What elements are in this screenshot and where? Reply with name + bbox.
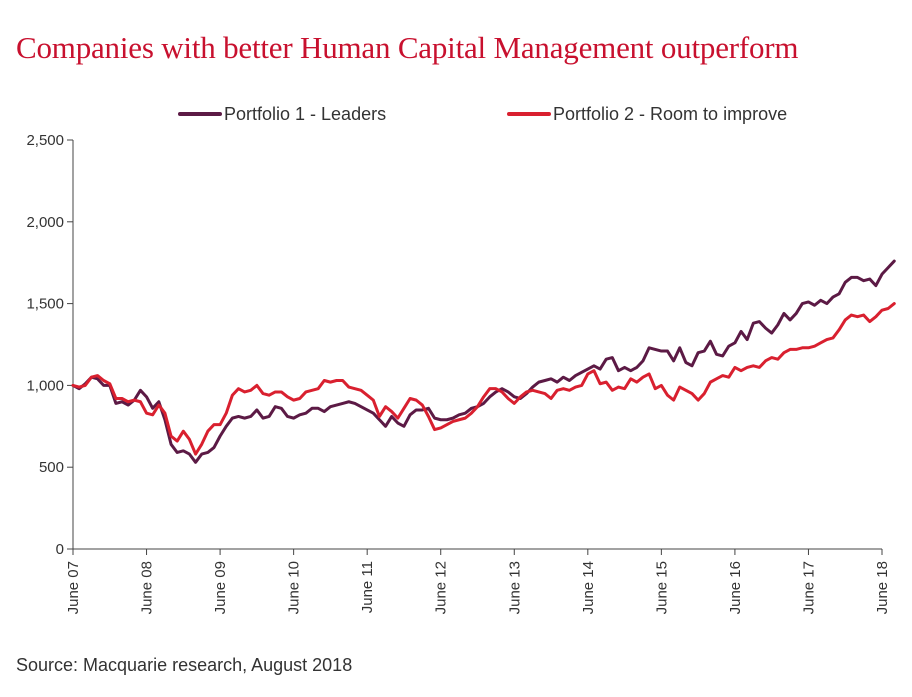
y-tick-label: 2,500: [26, 132, 64, 149]
legend: Portfolio 1 - Leaders Portfolio 2 - Room …: [178, 104, 787, 124]
x-axis: June 07 June 08 June 09 June 10 June 11 June …: [65, 548, 891, 614]
x-tick-label: June 14: [580, 561, 597, 614]
source-note: Source: Macquarie research, August 2018: [16, 655, 353, 675]
y-tick-label: 1,500: [26, 296, 64, 313]
x-tick-label: June 18: [874, 561, 891, 614]
y-tick-label: 2,000: [26, 214, 64, 231]
x-tick-label: June 17: [800, 561, 817, 614]
x-tick-label: June 09: [212, 561, 229, 614]
y-axis: 0 500 1,000 1,500 2,000 2,500: [26, 132, 74, 558]
y-tick-label: 0: [56, 541, 64, 558]
legend-label-1: Portfolio 1 - Leaders: [224, 104, 386, 124]
legend-label-2: Portfolio 2 - Room to improve: [553, 104, 787, 124]
series-line-2: [71, 302, 896, 456]
x-tick-label: June 10: [286, 561, 303, 614]
series-layer: [71, 259, 896, 464]
y-tick-label: 500: [39, 459, 64, 476]
x-tick-label: June 07: [65, 561, 82, 614]
x-tick-label: June 13: [506, 561, 523, 614]
x-tick-label: June 11: [359, 561, 376, 613]
x-tick-label: June 15: [653, 561, 670, 614]
x-tick-label: June 12: [433, 561, 450, 614]
x-tick-label: June 16: [727, 561, 744, 614]
x-tick-label: June 08: [139, 561, 156, 614]
chart-title: Companies with better Human Capital Mana…: [16, 30, 799, 65]
y-tick-label: 1,000: [26, 377, 64, 394]
series-line-1: [71, 259, 896, 464]
